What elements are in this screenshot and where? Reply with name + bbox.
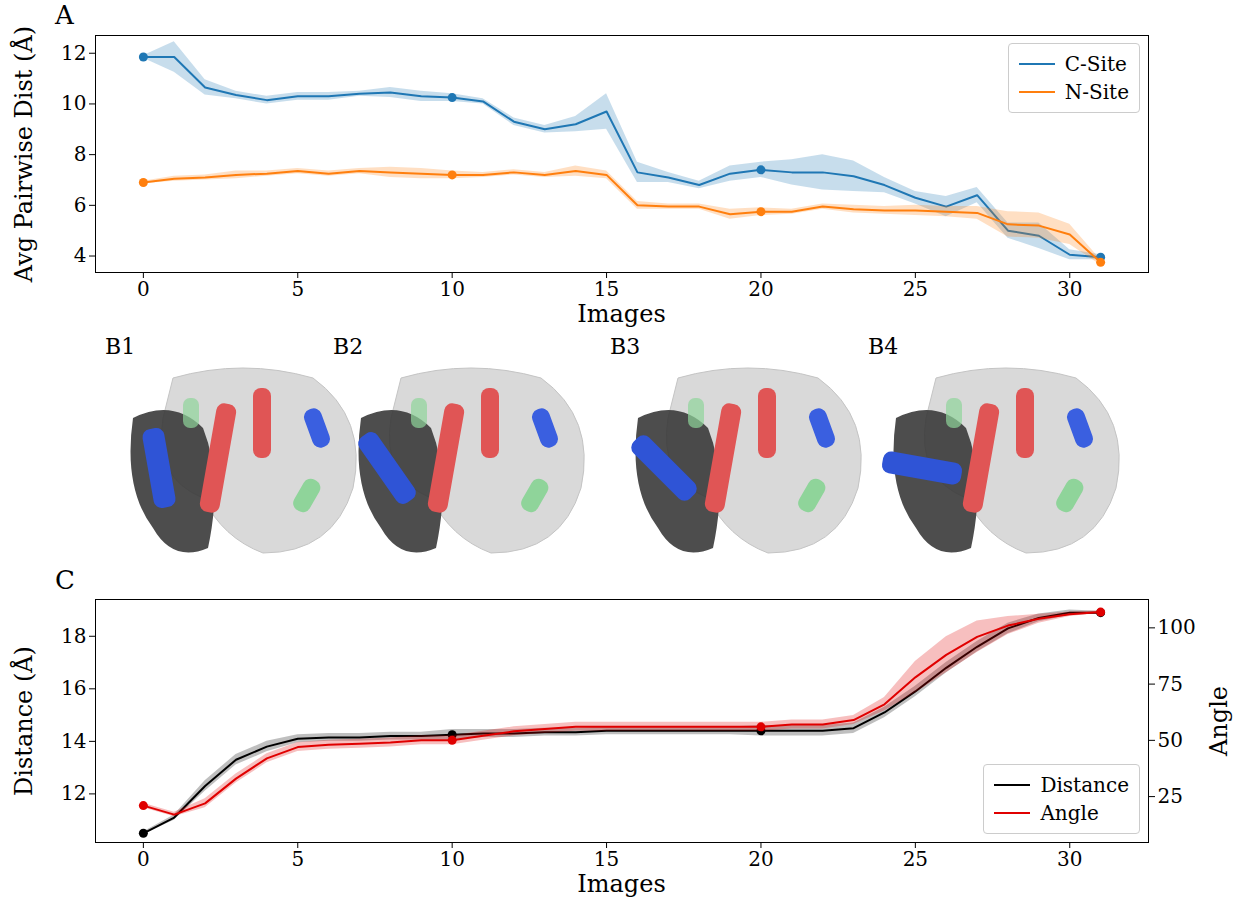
svg-text:25: 25 — [1158, 784, 1183, 808]
svg-text:30: 30 — [1057, 847, 1082, 871]
svg-text:5: 5 — [291, 847, 304, 871]
svg-text:12: 12 — [61, 781, 86, 805]
svg-text:20: 20 — [748, 847, 773, 871]
html-text:C-Site: C-Site — [1064, 52, 1127, 76]
svg-text:10: 10 — [439, 847, 464, 871]
svg-text:12: 12 — [61, 41, 86, 65]
svg-text:16: 16 — [61, 676, 86, 700]
svg-text:6: 6 — [74, 193, 87, 217]
svg-text:4: 4 — [74, 243, 87, 267]
svg-text:25: 25 — [903, 847, 928, 871]
html-text:N-Site: N-Site — [1064, 80, 1129, 104]
svg-text:18: 18 — [61, 624, 86, 648]
svg-text:15: 15 — [594, 847, 619, 871]
svg-text:0: 0 — [137, 847, 150, 871]
svg-text:5: 5 — [291, 277, 304, 301]
html-text:B3: B3 — [610, 334, 641, 359]
html-text:B1: B1 — [105, 334, 136, 359]
svg-text:8: 8 — [74, 142, 87, 166]
html-text:A: A — [55, 0, 74, 30]
html-text:Images: Images — [577, 870, 666, 898]
svg-text:14: 14 — [61, 729, 86, 753]
html-text:Distance: Distance — [1040, 773, 1129, 797]
svg-text:15: 15 — [594, 277, 619, 301]
svg-text:75: 75 — [1158, 672, 1183, 696]
svg-text:50: 50 — [1158, 728, 1183, 752]
html-text:C: C — [55, 565, 75, 595]
html-text:Images: Images — [577, 300, 666, 328]
svg-text:30: 30 — [1057, 277, 1082, 301]
svg-text:0: 0 — [137, 277, 150, 301]
svg-text:100: 100 — [1158, 615, 1196, 639]
html-text:Angle: Angle — [1205, 685, 1233, 756]
svg-text:25: 25 — [903, 277, 928, 301]
html-text:B4: B4 — [868, 334, 899, 359]
html-text:Distance (Å): Distance (Å) — [10, 645, 38, 796]
html-text:B2: B2 — [333, 334, 364, 359]
svg-text:10: 10 — [61, 91, 86, 115]
html-text:Angle: Angle — [1040, 801, 1099, 825]
html-text:Avg Pairwise Dist (Å): Avg Pairwise Dist (Å) — [10, 25, 38, 282]
svg-text:20: 20 — [748, 277, 773, 301]
svg-text:10: 10 — [439, 277, 464, 301]
